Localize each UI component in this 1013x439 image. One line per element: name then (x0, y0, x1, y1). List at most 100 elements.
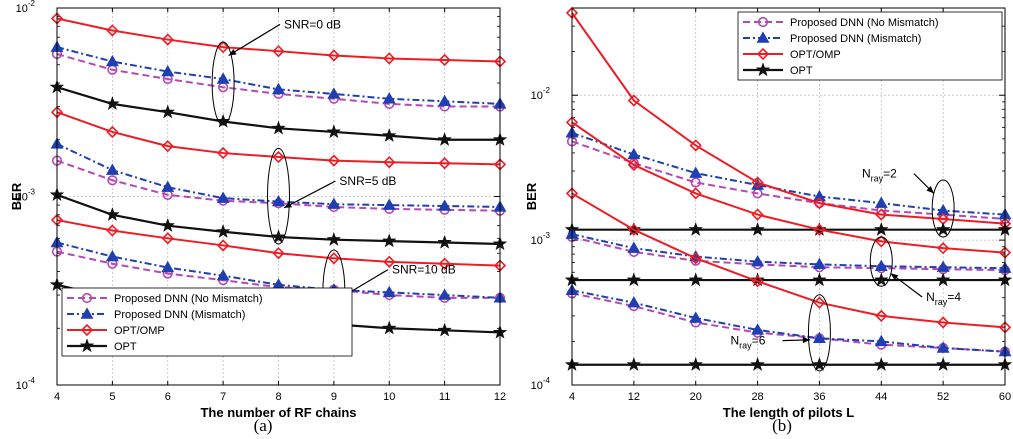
legend-entry: Proposed DNN (No Mismatch) (743, 16, 939, 29)
legend-box (737, 11, 1003, 81)
data-point (689, 139, 702, 152)
data-point (437, 131, 453, 147)
x-tick-label: 20 (690, 391, 702, 403)
legend-label: Proposed DNN (Mismatch) (114, 309, 245, 321)
data-point (688, 221, 704, 236)
y-tick-label: 10-4 (531, 376, 551, 392)
data-point (813, 223, 826, 236)
data-point (874, 196, 888, 208)
data-point (689, 311, 703, 323)
annotation-ellipse (211, 41, 235, 126)
data-point (935, 272, 951, 287)
series-line (571, 121, 1006, 254)
annotation-ellipse (869, 236, 893, 287)
y-tick-base: 10 (16, 380, 28, 392)
data-point (161, 33, 174, 46)
data-point (688, 356, 704, 372)
data-point (105, 163, 119, 175)
series-line (571, 233, 1006, 270)
data-point (935, 221, 951, 236)
legend-label: OPT/OMP (790, 49, 841, 61)
y-tick-label: 10-3 (531, 231, 551, 247)
legend-swatch-marker (756, 47, 770, 61)
series-omp-2 (50, 12, 507, 68)
x-tick-label: 6 (165, 391, 171, 403)
legend-entry: OPT (743, 62, 813, 77)
y-axis-label: BER (9, 182, 24, 210)
annotation-ellipse (807, 294, 831, 372)
legend-swatch-marker (80, 323, 94, 337)
x-tick-label: 44 (875, 391, 887, 403)
data-point (216, 41, 230, 54)
data-point (750, 221, 765, 236)
y-tick-exponent: -3 (28, 188, 36, 197)
data-point (383, 52, 396, 65)
x-tick-label: 12 (494, 391, 506, 403)
data-point (751, 208, 764, 221)
annotation-arrowhead (802, 336, 811, 344)
data-point (216, 72, 230, 84)
legend-swatch-marker (757, 16, 769, 28)
series-line (571, 140, 1006, 220)
data-point (690, 177, 701, 188)
legend-swatch-marker (756, 31, 770, 43)
x-tick-label: 4 (569, 391, 575, 403)
data-point (161, 260, 175, 273)
data-point (381, 127, 397, 143)
data-point (326, 231, 342, 246)
annotation-label-sub: ray (739, 341, 752, 351)
annotation-arrowhead (228, 48, 237, 56)
data-point (326, 124, 342, 139)
annotation-label: SNR=5 dB (339, 174, 396, 188)
data-point (627, 296, 641, 308)
data-point (750, 356, 765, 372)
annotation-label-tail: =2 (883, 167, 897, 181)
x-tick-label: 8 (275, 391, 281, 403)
data-point (812, 331, 826, 344)
data-point (438, 94, 452, 106)
data-point (438, 257, 451, 270)
data-point (271, 120, 286, 135)
annotation-label-sub: ray (935, 297, 948, 307)
data-point (161, 64, 175, 77)
x-axis-label: The number of RF chains (200, 405, 356, 420)
annotation-2: Nray=6 (731, 294, 831, 372)
data-point (689, 187, 702, 200)
data-point (382, 92, 396, 104)
legend-label: Proposed DNN (No Mismatch) (114, 293, 263, 305)
data-point (272, 82, 285, 95)
annotation-label-main: SNR=10 dB (392, 263, 456, 277)
data-point (383, 255, 396, 269)
data-point (381, 320, 397, 335)
data-point (874, 259, 888, 271)
data-point (327, 87, 341, 99)
data-point (936, 260, 950, 272)
data-point (216, 146, 230, 160)
data-point (105, 54, 119, 67)
data-point (751, 176, 764, 189)
data-point (627, 147, 641, 160)
annotation-ellipse (267, 147, 290, 245)
data-point (936, 341, 950, 353)
legend-box (61, 287, 353, 357)
data-point (812, 189, 826, 202)
data-point (216, 239, 230, 252)
data-point (161, 180, 175, 192)
x-tick-label: 11 (439, 391, 450, 403)
x-tick-label: 28 (751, 391, 763, 403)
data-point (627, 223, 640, 236)
series-line (56, 17, 501, 63)
y-tick-exponent: -2 (28, 0, 36, 8)
data-point (382, 198, 396, 210)
data-point (106, 224, 119, 237)
annotation-label-tail: =6 (752, 334, 766, 348)
annotation-label-main: N (926, 290, 935, 304)
annotation-ellipse (931, 179, 955, 238)
annotation-1: SNR=5 dB (267, 147, 396, 245)
data-point (627, 94, 640, 107)
y-tick-exponent: -4 (543, 376, 551, 385)
data-point (751, 275, 764, 288)
y-tick-base: 10 (16, 192, 28, 204)
